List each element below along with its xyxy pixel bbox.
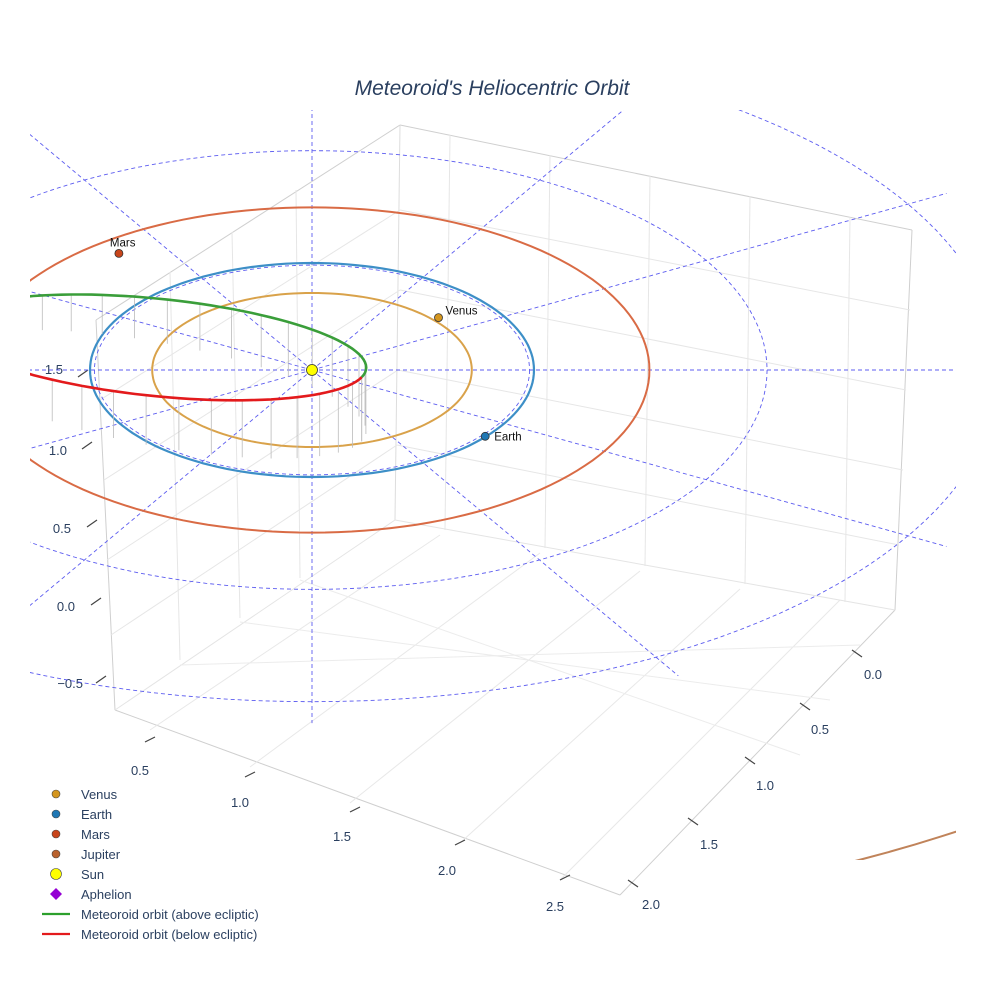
- legend-label: Jupiter: [81, 847, 121, 862]
- x-tick-label: 2.0: [438, 863, 456, 878]
- z-axis-labels: 1.5 1.0 0.5 0.0 −0.5: [45, 362, 83, 691]
- earth-marker: [480, 431, 490, 441]
- mars-label: Mars: [110, 237, 136, 249]
- y-axis-labels: 0.0 0.5 1.0 1.5 2.0: [642, 667, 882, 912]
- legend-label: Venus: [81, 787, 118, 802]
- venus-marker: [434, 313, 443, 323]
- y-axis-ticks: [627, 649, 863, 888]
- earth-label: Earth: [494, 431, 522, 443]
- ecliptic-grid-spoke: [311, 110, 625, 371]
- x-axis-ticks: [144, 736, 571, 881]
- legend-swatch-aphelion: [50, 888, 62, 900]
- legend-swatch-sun: [50, 868, 62, 880]
- z-tick-label: 0.5: [53, 521, 71, 536]
- x-tick-label: 0.5: [131, 763, 149, 778]
- sun-marker: [306, 364, 318, 376]
- z-tick-label: 1.5: [45, 362, 63, 377]
- ecliptic-grid-spoke: [311, 369, 679, 677]
- legend-item: Sun: [50, 867, 104, 882]
- axes-box: [95, 124, 913, 896]
- x-tick-label: 1.5: [333, 829, 351, 844]
- legend-label: Earth: [81, 807, 112, 822]
- ecliptic-grid-spoke: [30, 369, 313, 607]
- legend-item: Aphelion: [50, 887, 132, 902]
- legend-label: Sun: [81, 867, 104, 882]
- legend-label: Meteoroid orbit (below ecliptic): [81, 927, 257, 942]
- legend-item: Meteoroid orbit (above ecliptic): [42, 907, 259, 922]
- legend-swatch-jupiter: [51, 849, 61, 859]
- ecliptic-grid-spoke: [311, 192, 947, 371]
- y-tick-label: 0.0: [864, 667, 882, 682]
- y-tick-label: 1.0: [756, 778, 774, 793]
- legend-item: Mars: [51, 827, 110, 842]
- chart-title: Meteoroid's Heliocentric Orbit: [355, 77, 631, 100]
- legend-swatch-mars: [51, 829, 61, 839]
- x-tick-label: 2.5: [546, 899, 564, 914]
- z-tick-label: −0.5: [57, 676, 83, 691]
- z-tick-label: 1.0: [49, 443, 67, 458]
- mars-marker: [114, 248, 124, 258]
- legend-label: Aphelion: [81, 887, 132, 902]
- legend-swatch-venus: [51, 789, 61, 799]
- meteoroid-orbit-above: [30, 293, 368, 379]
- legend-label: Meteoroid orbit (above ecliptic): [81, 907, 259, 922]
- venus-label: Venus: [446, 306, 478, 318]
- y-tick-label: 1.5: [700, 837, 718, 852]
- legend: Venus Earth Mars Jupiter Sun Aphelion Meteoroi…: [42, 787, 259, 942]
- z-axis-ticks: [77, 369, 107, 684]
- legend-label: Mars: [81, 827, 110, 842]
- legend-swatch-earth: [51, 809, 61, 819]
- ecliptic-grid-spoke: [311, 369, 947, 547]
- legend-item: Earth: [51, 807, 112, 822]
- earth-orbit: [88, 261, 536, 479]
- x-axis-labels: 0.5 1.0 1.5 2.0 2.5: [131, 763, 564, 914]
- z-tick-label: 0.0: [57, 599, 75, 614]
- venus-orbit: [151, 292, 473, 448]
- mars-orbit: [30, 206, 651, 534]
- meteoroid-orbit-below: [30, 372, 363, 402]
- legend-item: Venus: [51, 787, 118, 802]
- legend-item: Jupiter: [51, 847, 121, 862]
- y-tick-label: 0.5: [811, 722, 829, 737]
- jupiter-orbit: [854, 830, 956, 860]
- legend-item: Meteoroid orbit (below ecliptic): [42, 927, 257, 942]
- y-tick-label: 2.0: [642, 897, 660, 912]
- ecliptic-grid-spoke: [30, 133, 313, 371]
- x-tick-label: 1.0: [231, 795, 249, 810]
